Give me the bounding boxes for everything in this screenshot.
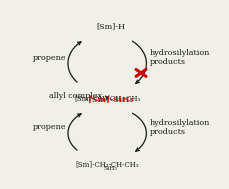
Text: propene: propene	[33, 54, 66, 62]
Text: hydrosilylation
products: hydrosilylation products	[149, 119, 210, 136]
Text: [Sm]-CH₂-CH₂-CH₃: [Sm]-CH₂-CH₂-CH₃	[74, 94, 140, 102]
Text: SiH₃: SiH₃	[104, 166, 117, 171]
Text: allyl complex: allyl complex	[49, 92, 101, 100]
Text: propene: propene	[33, 123, 66, 132]
Text: [Sm]-CH₂-CH-CH₃: [Sm]-CH₂-CH-CH₃	[75, 160, 138, 168]
Text: [Sm]-H: [Sm]-H	[96, 22, 125, 30]
Text: hydrosilylation
products: hydrosilylation products	[149, 49, 210, 66]
Text: [Sm]-SiH₃: [Sm]-SiH₃	[88, 95, 133, 103]
